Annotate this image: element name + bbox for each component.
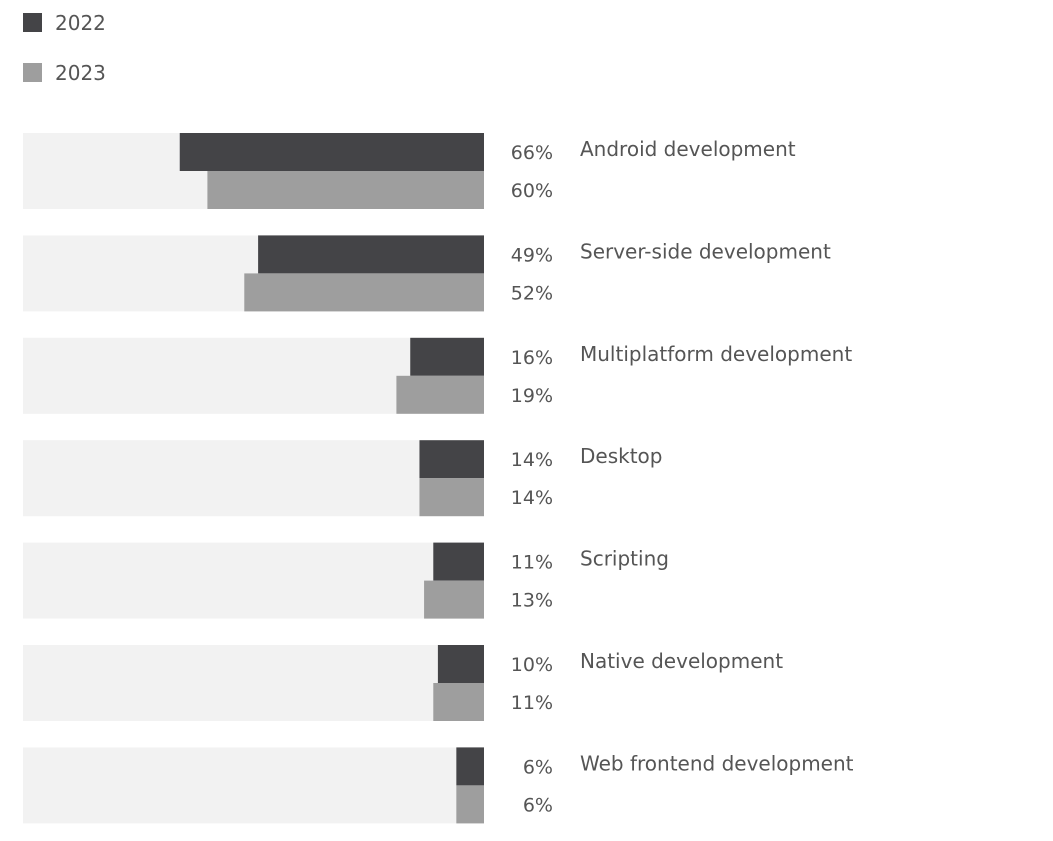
legend-label-2022: 2022 bbox=[55, 11, 106, 35]
value-label-2023: 13% bbox=[511, 590, 553, 612]
legend-item-2023[interactable]: 2023 bbox=[23, 61, 223, 85]
legend-item-2022[interactable]: 2022 bbox=[23, 11, 223, 35]
bar-2022 bbox=[258, 235, 484, 274]
bar-2022 bbox=[433, 542, 484, 581]
bar-2022 bbox=[456, 747, 484, 786]
value-label-2023: 14% bbox=[511, 487, 553, 509]
category-label: Scripting bbox=[580, 547, 669, 571]
value-label-2022: 14% bbox=[511, 449, 553, 471]
value-label-2023: 60% bbox=[511, 180, 553, 202]
bar-2023 bbox=[456, 785, 484, 824]
category-label: Desktop bbox=[580, 444, 662, 468]
legend-swatch-2022 bbox=[23, 13, 42, 32]
bar-2023 bbox=[244, 273, 484, 312]
value-label-2022: 6% bbox=[523, 756, 553, 778]
bar-2022 bbox=[410, 337, 484, 376]
bar-track bbox=[23, 645, 484, 721]
bar-2023 bbox=[424, 580, 484, 619]
category-label: Native development bbox=[580, 649, 783, 673]
legend-label-2023: 2023 bbox=[55, 61, 106, 85]
value-label-2023: 6% bbox=[523, 794, 553, 816]
category-label: Multiplatform development bbox=[580, 342, 852, 366]
value-label-2022: 66% bbox=[511, 142, 553, 164]
value-label-2022: 49% bbox=[511, 244, 553, 266]
bar-2023 bbox=[207, 171, 484, 209]
bar-2022 bbox=[419, 440, 484, 479]
value-label-2022: 11% bbox=[511, 552, 553, 574]
bar-2023 bbox=[433, 683, 484, 721]
bar-2022 bbox=[437, 645, 484, 683]
category-label: Web frontend development bbox=[580, 751, 854, 775]
value-label-2022: 10% bbox=[511, 654, 553, 676]
category-label: Server-side development bbox=[580, 239, 831, 263]
value-label-2023: 11% bbox=[511, 692, 553, 714]
category-label: Android development bbox=[580, 137, 796, 161]
value-label-2023: 19% bbox=[511, 385, 553, 407]
bar-2023 bbox=[419, 478, 484, 517]
bar-track bbox=[23, 747, 484, 824]
bar-2022 bbox=[179, 133, 485, 171]
legend-swatch-2023 bbox=[23, 63, 42, 82]
value-label-2023: 52% bbox=[511, 282, 553, 304]
bar-track bbox=[23, 440, 484, 517]
bar-track bbox=[23, 542, 484, 619]
value-label-2022: 16% bbox=[511, 347, 553, 369]
bar-2023 bbox=[396, 375, 484, 414]
